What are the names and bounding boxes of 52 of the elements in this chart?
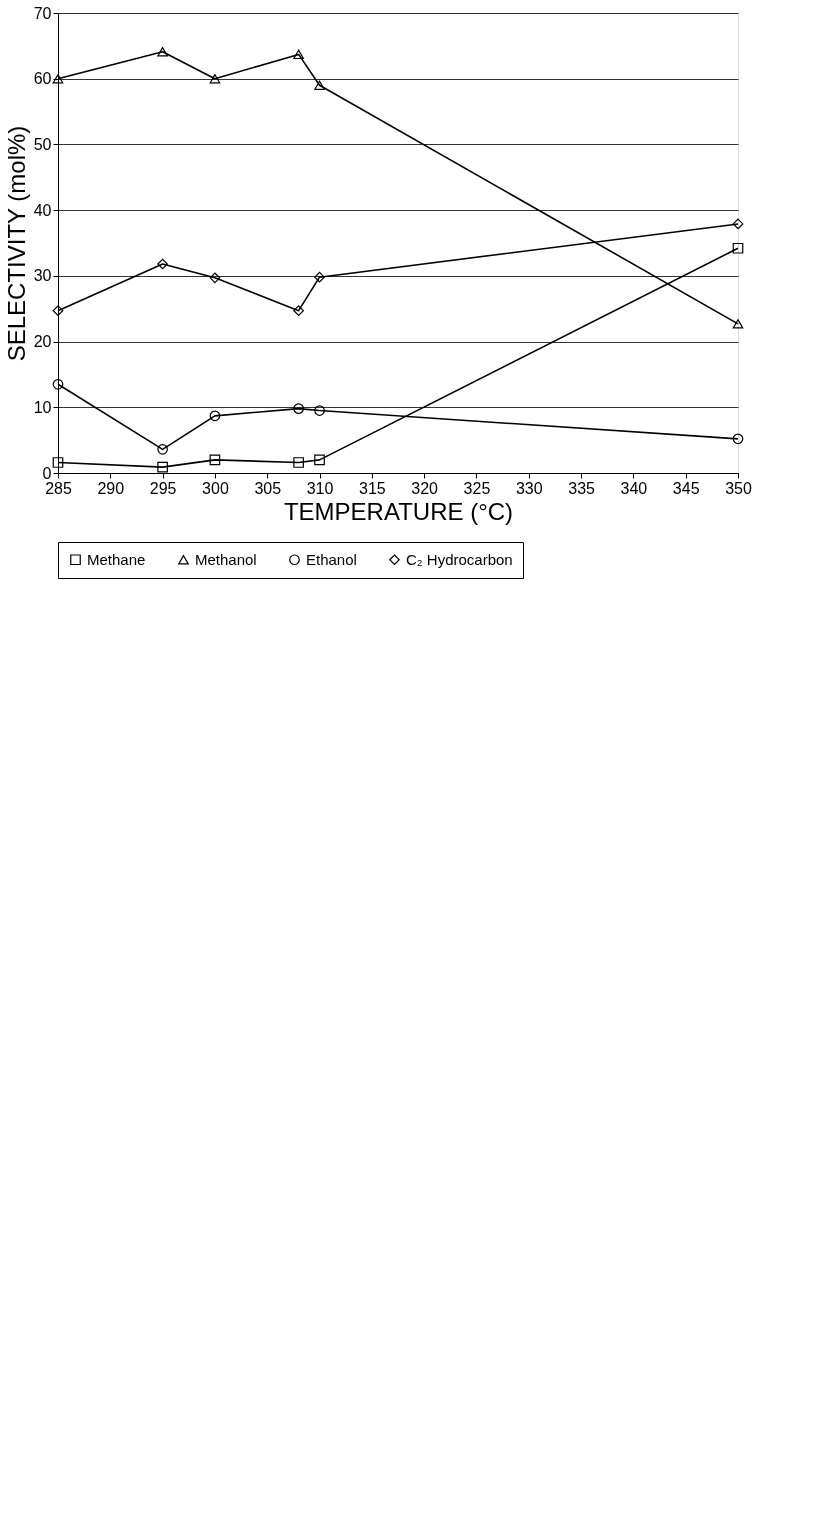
point — [314, 80, 325, 90]
point — [157, 258, 168, 270]
point — [293, 49, 304, 60]
point — [314, 271, 325, 283]
y-axis-title: SELECTIVITY (mol%) — [2, 125, 30, 362]
point — [293, 457, 304, 468]
x-tick-label: 345 — [672, 479, 700, 497]
point — [314, 405, 325, 416]
x-tick-label: 290 — [97, 479, 125, 497]
point — [209, 74, 221, 84]
point — [293, 403, 304, 414]
x-tick-label: 330 — [515, 479, 543, 497]
x-tick-label: 335 — [568, 479, 596, 497]
point — [732, 319, 744, 329]
x-tick-label: 285 — [45, 479, 72, 497]
x-tick-label: 340 — [620, 479, 648, 497]
point — [157, 47, 168, 57]
y-tick-label: 10 — [33, 398, 52, 416]
y-tick-label: 20 — [33, 333, 52, 351]
point — [293, 305, 304, 317]
x-tick-label: 295 — [149, 479, 177, 497]
point — [732, 242, 744, 254]
y-tick-label: 70 — [33, 4, 52, 22]
x-tick-label: 310 — [306, 479, 334, 497]
legend-label: Methane — [87, 550, 146, 568]
point — [52, 378, 64, 390]
x-tick-label: 350 — [725, 479, 752, 497]
x-tick-label: 320 — [411, 479, 439, 497]
point — [52, 74, 64, 84]
point — [52, 305, 64, 317]
x-tick-label: 325 — [463, 479, 491, 497]
point — [732, 433, 744, 445]
point — [209, 272, 221, 284]
x-axis-title: TEMPERATURE (°C) — [283, 497, 514, 525]
x-tick-label: 300 — [202, 479, 229, 497]
x-tick-label: 305 — [254, 479, 282, 497]
point — [157, 461, 168, 473]
x-tick-label: 315 — [358, 479, 386, 497]
point — [209, 410, 221, 422]
point — [157, 444, 168, 455]
legend-label: Ethanol — [306, 550, 357, 568]
legend-label: Methanol — [195, 550, 257, 568]
y-tick-label: 60 — [33, 70, 52, 88]
legend-label: C₂ Hydrocarbon — [406, 550, 513, 568]
point — [52, 457, 64, 468]
y-tick-label: 30 — [33, 267, 52, 285]
y-tick-label: 0 — [42, 464, 52, 482]
point — [209, 454, 221, 466]
point — [314, 454, 325, 466]
y-tick-label: 40 — [33, 201, 52, 219]
point — [732, 218, 744, 230]
y-tick-label: 50 — [33, 135, 52, 153]
